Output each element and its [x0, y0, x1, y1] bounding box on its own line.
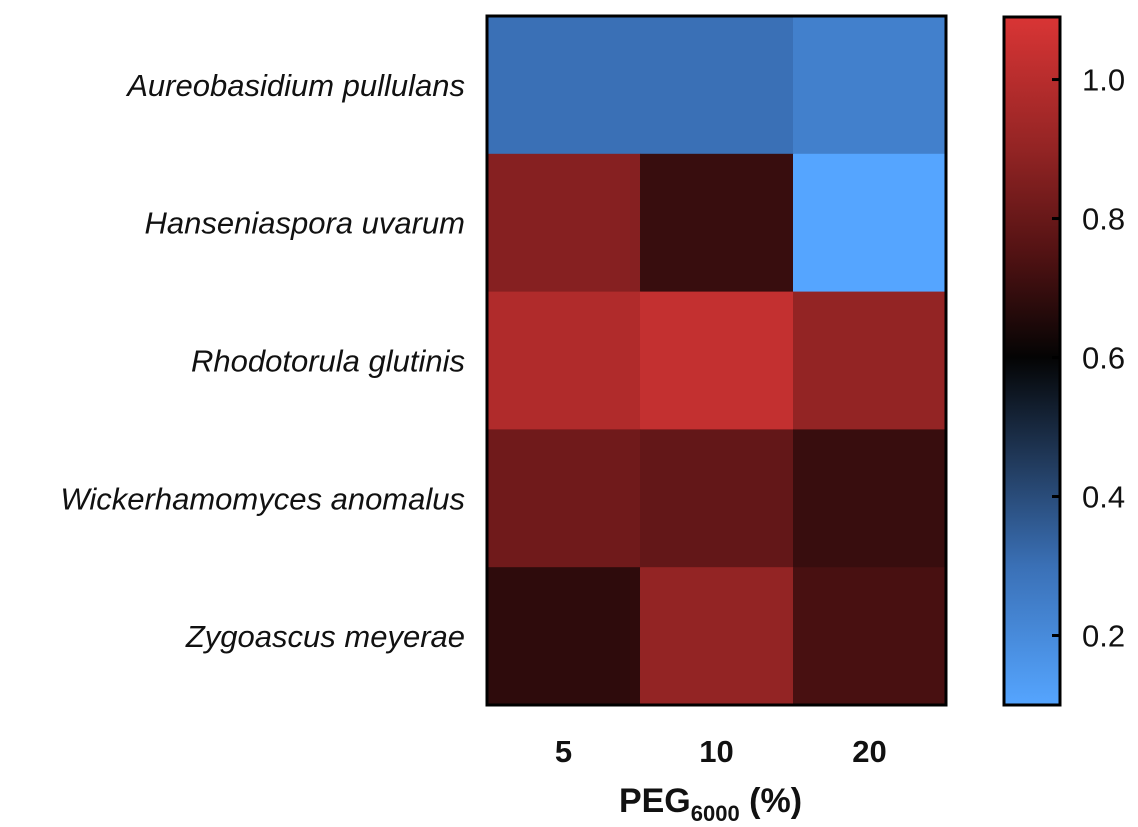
- heatmap-cell: [793, 153, 947, 293]
- row-label: Zygoascus meyerae: [185, 619, 465, 654]
- colorbar-tick-label: 1.0: [1082, 63, 1125, 98]
- heatmap-cell: [487, 291, 641, 430]
- heatmap-cell: [640, 153, 794, 293]
- row-label: Hanseniaspora uvarum: [144, 206, 465, 241]
- heatmap-cell: [640, 429, 794, 568]
- colorbar-tick-label: 0.8: [1082, 202, 1125, 237]
- colorbar-tick-label: 0.2: [1082, 619, 1125, 654]
- heatmap-cells: [487, 16, 947, 706]
- x-axis-title-subscript: 6000: [691, 801, 740, 826]
- heatmap-cell: [487, 567, 641, 706]
- heatmap-cell: [793, 429, 947, 568]
- heatmap-cell: [640, 291, 794, 430]
- row-label: Rhodotorula glutinis: [191, 344, 465, 379]
- column-label: 10: [699, 734, 733, 769]
- heatmap-cell: [793, 567, 947, 706]
- x-axis-title: PEG6000 (%): [619, 782, 802, 826]
- column-labels: 5 10 20: [555, 734, 887, 769]
- colorbar-ticks: 0.2 0.4 0.6 0.8 1.0: [1052, 63, 1125, 654]
- heatmap-cell: [487, 429, 641, 568]
- heatmap-cell: [640, 16, 794, 155]
- colorbar-tick-label: 0.4: [1082, 480, 1125, 515]
- column-label: 5: [555, 734, 572, 769]
- row-label: Wickerhamomyces anomalus: [60, 481, 465, 516]
- heatmap-cell: [793, 16, 947, 155]
- row-labels: Aureobasidium pullulans Hanseniaspora uva…: [60, 68, 465, 654]
- row-label: Aureobasidium pullulans: [125, 68, 465, 103]
- column-label: 20: [852, 734, 886, 769]
- heatmap-cell: [487, 153, 641, 293]
- x-axis-title-suffix: (%): [740, 782, 802, 820]
- x-axis-title-main: PEG: [619, 782, 691, 820]
- colorbar-tick-label: 0.6: [1082, 341, 1125, 376]
- heatmap-cell: [793, 291, 947, 430]
- heatmap-cell: [487, 16, 641, 155]
- heatmap-frame: [485, 14, 948, 707]
- heatmap-cell: [640, 567, 794, 706]
- colorbar: [1002, 15, 1062, 707]
